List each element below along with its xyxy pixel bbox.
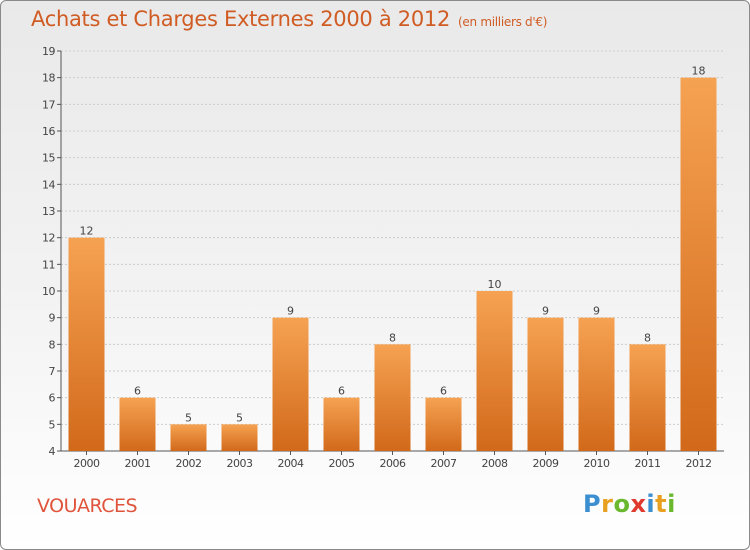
y-tick-label: 4 — [49, 445, 56, 458]
y-tick-label: 17 — [42, 98, 55, 111]
x-tick-label: 2004 — [278, 457, 304, 470]
bar-value-label: 5 — [185, 411, 192, 424]
logo-letter: x — [630, 490, 647, 518]
bar-value-label: 6 — [440, 385, 447, 398]
x-tick-label: 2002 — [176, 457, 202, 470]
bar-value-label: 9 — [287, 305, 294, 318]
y-tick-label: 7 — [49, 365, 56, 378]
x-tick-label: 2007 — [431, 457, 457, 470]
bar — [629, 344, 666, 451]
bar-value-label: 5 — [236, 411, 243, 424]
bar — [425, 397, 462, 451]
y-tick-label: 12 — [42, 232, 55, 245]
x-tick-label: 2008 — [482, 457, 508, 470]
y-tick-label: 19 — [42, 45, 55, 58]
y-tick-label: 8 — [49, 338, 56, 351]
bar-value-label: 9 — [593, 305, 600, 318]
bar-value-label: 18 — [692, 65, 706, 78]
bar-value-label: 9 — [542, 305, 549, 318]
x-tick-label: 2003 — [227, 457, 253, 470]
bar — [221, 424, 258, 451]
bar-value-label: 6 — [134, 385, 141, 398]
commune-name: VOUARCES — [37, 495, 138, 517]
y-tick-label: 9 — [49, 312, 56, 325]
logo-letter: t — [655, 490, 668, 518]
chart-title-text: Achats et Charges Externes 2000 à 2012 — [31, 7, 451, 31]
bar — [68, 237, 105, 451]
x-tick-label: 2012 — [686, 457, 712, 470]
chart-title: Achats et Charges Externes 2000 à 2012 (e… — [31, 7, 547, 31]
bar — [272, 317, 309, 451]
y-tick-label: 10 — [42, 285, 55, 298]
logo-letter: r — [601, 490, 614, 518]
bar — [680, 77, 717, 452]
bar-value-label: 6 — [338, 385, 345, 398]
y-tick-label: 11 — [42, 258, 55, 271]
y-tick-label: 18 — [42, 72, 55, 85]
bar-value-label: 12 — [80, 225, 94, 238]
bar — [527, 317, 564, 451]
bar — [578, 317, 615, 451]
bar — [119, 397, 156, 451]
y-tick-label: 6 — [49, 392, 56, 405]
bar — [374, 344, 411, 451]
x-tick-label: 2009 — [533, 457, 559, 470]
bar-value-label: 10 — [488, 278, 502, 291]
x-tick-label: 2006 — [380, 457, 406, 470]
y-tick-label: 13 — [42, 205, 55, 218]
bar-value-label: 8 — [644, 331, 651, 344]
x-tick-label: 2010 — [584, 457, 610, 470]
bar — [476, 291, 513, 451]
y-tick-label: 14 — [42, 178, 55, 191]
x-tick-label: 2000 — [74, 457, 100, 470]
x-tick-label: 2001 — [125, 457, 151, 470]
proxiti-logo[interactable]: Proxiti — [583, 490, 676, 518]
y-tick-label: 15 — [42, 152, 55, 165]
logo-letter: i — [667, 490, 676, 518]
x-tick-label: 2011 — [635, 457, 661, 470]
bar — [170, 424, 207, 451]
y-tick-label: 5 — [49, 418, 56, 431]
bar-value-label: 8 — [389, 331, 396, 344]
logo-letter: P — [583, 490, 602, 518]
logo-letter: i — [646, 490, 656, 518]
y-tick-label: 16 — [42, 125, 55, 138]
bar — [323, 397, 360, 451]
x-tick-label: 2005 — [329, 457, 355, 470]
logo-letter: o — [613, 490, 631, 518]
chart-unit: (en milliers d'€) — [458, 15, 548, 29]
